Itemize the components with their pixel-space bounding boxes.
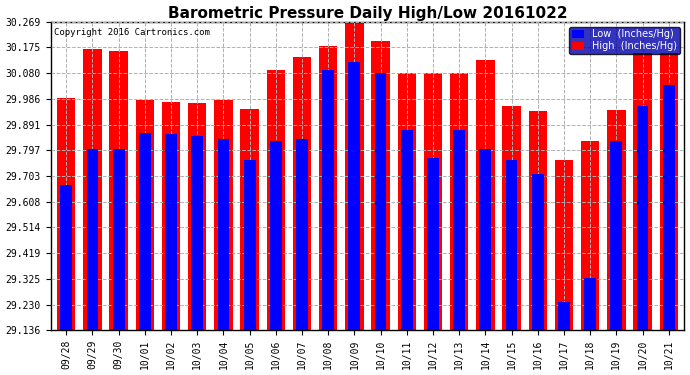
Bar: [424, 73, 442, 330]
Bar: [637, 106, 649, 330]
Bar: [240, 109, 259, 330]
Bar: [348, 62, 360, 330]
Bar: [110, 51, 128, 330]
Bar: [529, 111, 547, 330]
Bar: [217, 139, 229, 330]
Bar: [663, 86, 675, 330]
Bar: [450, 73, 469, 330]
Bar: [581, 141, 600, 330]
Bar: [162, 102, 180, 330]
Text: Copyright 2016 Cartronics.com: Copyright 2016 Cartronics.com: [54, 28, 210, 37]
Bar: [83, 49, 101, 330]
Bar: [660, 53, 678, 330]
Bar: [296, 139, 308, 330]
Bar: [165, 135, 177, 330]
Bar: [319, 46, 337, 330]
Bar: [191, 136, 203, 330]
Title: Barometric Pressure Daily High/Low 20161022: Barometric Pressure Daily High/Low 20161…: [168, 6, 567, 21]
Bar: [270, 141, 282, 330]
Bar: [215, 100, 233, 330]
Bar: [244, 160, 255, 330]
Bar: [57, 98, 75, 330]
Bar: [266, 70, 285, 330]
Bar: [480, 150, 491, 330]
Bar: [86, 150, 99, 330]
Bar: [139, 133, 150, 330]
Bar: [401, 130, 413, 330]
Bar: [375, 73, 386, 330]
Bar: [502, 106, 521, 330]
Bar: [607, 110, 626, 330]
Bar: [345, 21, 364, 330]
Legend: Low  (Inches/Hg), High  (Inches/Hg): Low (Inches/Hg), High (Inches/Hg): [569, 27, 680, 54]
Bar: [136, 100, 154, 330]
Bar: [371, 40, 390, 330]
Bar: [112, 150, 124, 330]
Bar: [397, 73, 416, 330]
Bar: [293, 57, 311, 330]
Bar: [555, 160, 573, 330]
Bar: [476, 60, 495, 330]
Bar: [322, 70, 334, 330]
Bar: [584, 278, 596, 330]
Bar: [506, 160, 518, 330]
Bar: [427, 158, 439, 330]
Bar: [611, 141, 622, 330]
Bar: [188, 103, 206, 330]
Bar: [633, 53, 651, 330]
Bar: [60, 185, 72, 330]
Bar: [453, 130, 465, 330]
Bar: [558, 302, 570, 330]
Bar: [532, 174, 544, 330]
